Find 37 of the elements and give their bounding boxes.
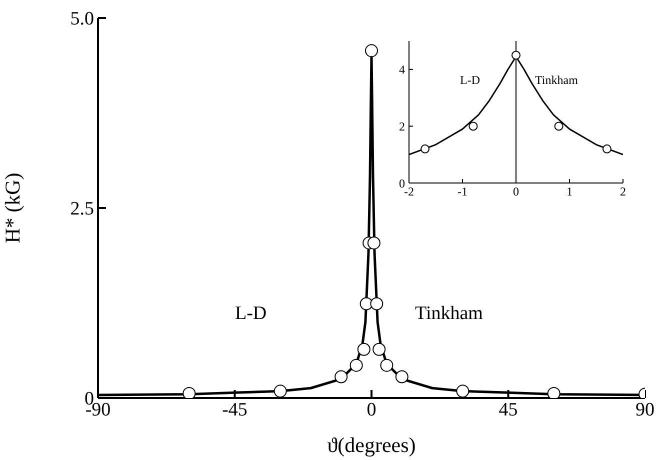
y-tick-label: 2.5 bbox=[70, 198, 94, 220]
point bbox=[420, 144, 430, 154]
x-tick-label: 1 bbox=[566, 184, 572, 199]
point bbox=[512, 50, 520, 60]
point bbox=[350, 358, 363, 372]
annotation: Tinkham bbox=[535, 73, 578, 88]
point bbox=[367, 236, 380, 250]
point bbox=[395, 370, 408, 384]
annotation: Tinkham bbox=[415, 303, 483, 325]
point bbox=[554, 122, 564, 131]
y-axis-title: H* (kG) bbox=[0, 172, 24, 244]
y-tick-label: 4 bbox=[399, 62, 405, 77]
point bbox=[274, 384, 287, 398]
point bbox=[602, 144, 612, 154]
annotation: L-D bbox=[235, 303, 267, 325]
point bbox=[182, 386, 196, 398]
annotation: L-D bbox=[460, 73, 480, 88]
point bbox=[334, 370, 348, 384]
x-tick-label: -2 bbox=[404, 184, 414, 199]
x-tick-label: -45 bbox=[222, 399, 248, 420]
point bbox=[372, 342, 386, 356]
y-tick-label: 2 bbox=[399, 119, 405, 134]
x-axis-title: ϑ(degrees) bbox=[327, 433, 416, 457]
x-tick-label: 90 bbox=[636, 399, 654, 420]
point bbox=[370, 297, 384, 310]
x-tick-label: -1 bbox=[458, 184, 468, 199]
x-tick-label: 45 bbox=[498, 399, 518, 420]
point bbox=[357, 342, 370, 356]
x-tick-label: 0 bbox=[513, 184, 519, 199]
x-tick-label: 0 bbox=[366, 399, 376, 420]
point bbox=[547, 386, 560, 398]
point bbox=[380, 358, 394, 372]
x-tick-label: 2 bbox=[620, 184, 626, 199]
point bbox=[456, 384, 470, 398]
y-tick-label: 5.0 bbox=[70, 8, 94, 30]
point bbox=[468, 122, 478, 131]
point bbox=[365, 44, 378, 58]
